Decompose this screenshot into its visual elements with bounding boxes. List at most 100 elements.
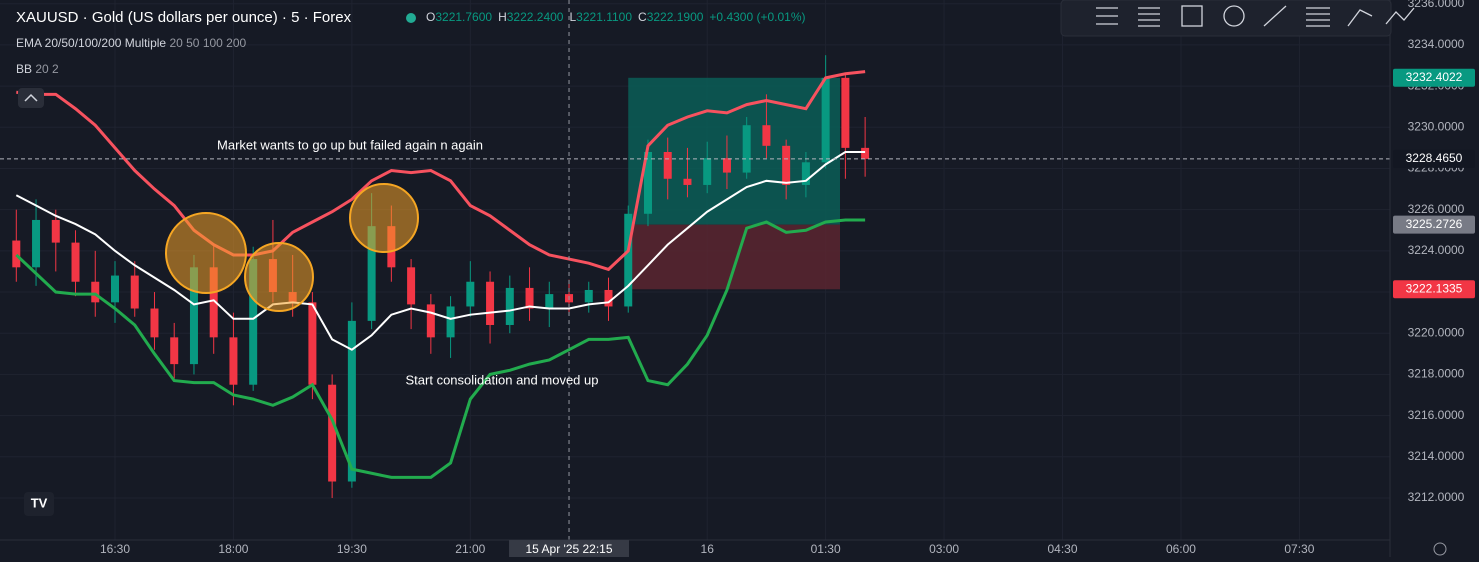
candle-body xyxy=(604,289,613,307)
ohlc-value: 3222.2400 xyxy=(507,10,564,24)
candle-body xyxy=(486,281,495,325)
y-tick-label: 3214.0000 xyxy=(1408,449,1465,463)
candle-body xyxy=(91,281,100,303)
y-axis-bg xyxy=(1390,0,1479,557)
candle-body xyxy=(703,158,712,185)
tv-logo xyxy=(24,492,54,516)
change: +0.4300 (+0.01%) xyxy=(709,10,805,24)
x-tick-label: 06:00 xyxy=(1166,542,1196,556)
x-tick-label: 07:30 xyxy=(1284,542,1314,556)
candle-body xyxy=(643,151,652,214)
tool-line[interactable] xyxy=(1263,5,1287,27)
candle-body xyxy=(624,213,633,307)
target-label: 3232.4022 xyxy=(1406,70,1463,84)
x-tick-label: 04:30 xyxy=(1048,542,1078,556)
candle-body xyxy=(150,308,159,338)
tool-path[interactable] xyxy=(1385,7,1415,25)
indicator-name: EMA 20/50/100/200 Multiple xyxy=(16,36,166,50)
tool-fib[interactable] xyxy=(1096,7,1118,25)
candle-body xyxy=(525,287,534,309)
candle-body xyxy=(170,337,179,365)
last-price-label-bg xyxy=(1393,149,1475,168)
x-tick-label: 03:00 xyxy=(929,542,959,556)
candle-body xyxy=(111,275,119,303)
candle-body xyxy=(308,302,317,385)
y-tick-label: 3230.0000 xyxy=(1408,119,1465,133)
candle-body xyxy=(229,337,238,385)
indicator: BB 20 2 xyxy=(16,62,59,76)
candle-body xyxy=(130,275,139,309)
ohlc-value: 3221.1100 xyxy=(576,10,632,24)
stop-label: 3222.1335 xyxy=(1406,281,1463,295)
drawing-toolbar xyxy=(1060,0,1392,37)
indicator-params: 20 50 100 200 xyxy=(169,36,246,50)
ohlc-key: C xyxy=(638,10,647,24)
annotation: Start consolidation and moved up xyxy=(406,372,599,387)
tool-fib-ext[interactable] xyxy=(1138,7,1160,27)
highlight-circle xyxy=(165,212,247,294)
symbol-title: XAUUSD · Gold (US dollars per ounce) · 5… xyxy=(16,9,352,26)
ohlc-value: 3222.1900 xyxy=(647,10,704,24)
candle-body xyxy=(249,259,258,385)
candle-body xyxy=(762,125,771,146)
candle-body xyxy=(801,162,810,185)
settings-icon[interactable] xyxy=(1433,542,1447,556)
candle-body xyxy=(466,281,475,307)
x-tick-label: 16 xyxy=(701,542,715,556)
y-tick-label: 3212.0000 xyxy=(1408,490,1465,504)
candle-body xyxy=(71,242,80,282)
candle-body xyxy=(12,240,21,268)
candle-body xyxy=(426,304,435,338)
y-tick-label: 3236.0000 xyxy=(1408,0,1465,10)
collapse-icon xyxy=(24,93,38,102)
collapse-button[interactable] xyxy=(18,88,44,108)
indicator-line xyxy=(16,70,866,272)
candle-body xyxy=(782,145,791,185)
stop-label-bg xyxy=(1393,280,1475,299)
candle-body xyxy=(32,219,41,268)
candle-body xyxy=(821,77,830,163)
ohlc-header: O3221.7600 H3222.2400 L3221.1100 C3222.1900… xyxy=(426,10,806,24)
toolbar-icons xyxy=(1096,5,1415,27)
entry-label: 3225.2726 xyxy=(1406,217,1463,231)
y-tick-label: 3234.0000 xyxy=(1408,37,1465,51)
crosshair-label: 15 Apr '25 22:15 xyxy=(526,542,613,556)
candle-body xyxy=(505,287,514,325)
ohlc-key: O xyxy=(426,10,435,24)
indicator-line xyxy=(15,218,866,479)
highlight-circle xyxy=(349,183,419,253)
tool-circle[interactable] xyxy=(1223,5,1245,27)
market-status xyxy=(406,13,416,23)
tool-brush[interactable] xyxy=(1347,9,1373,27)
annotation: Market wants to go up but failed again n… xyxy=(217,137,483,152)
ohlc-key: H xyxy=(498,10,507,24)
candle-body xyxy=(742,125,751,173)
tool-channel[interactable] xyxy=(1306,7,1330,27)
y-tick-label: 3220.0000 xyxy=(1408,325,1465,339)
candle-body xyxy=(663,151,672,179)
candle-body xyxy=(861,147,870,159)
candle-body xyxy=(407,267,416,305)
candle-body xyxy=(367,226,376,321)
y-tick-label: 3216.0000 xyxy=(1408,408,1465,422)
indicator-line xyxy=(15,150,866,351)
candle-body xyxy=(51,219,60,243)
plot xyxy=(0,0,1390,540)
y-tick-label: 3226.0000 xyxy=(1408,202,1465,216)
highlight-circle xyxy=(244,242,314,312)
candle-body xyxy=(683,178,692,185)
target-label-bg xyxy=(1393,68,1475,87)
x-tick-label: 21:00 xyxy=(455,542,485,556)
y-tick-label: 3224.0000 xyxy=(1408,243,1465,257)
candle-body xyxy=(722,158,731,173)
crosshair-label-bg xyxy=(509,540,630,557)
candle-body xyxy=(328,384,337,482)
tool-rect[interactable] xyxy=(1181,5,1203,27)
ohlc-key: L xyxy=(569,10,576,24)
ohlc-value: 3221.7600 xyxy=(435,10,492,24)
candle-body xyxy=(545,294,554,309)
candle-body xyxy=(209,267,218,338)
x-tick-label: 16:30 xyxy=(100,542,130,556)
